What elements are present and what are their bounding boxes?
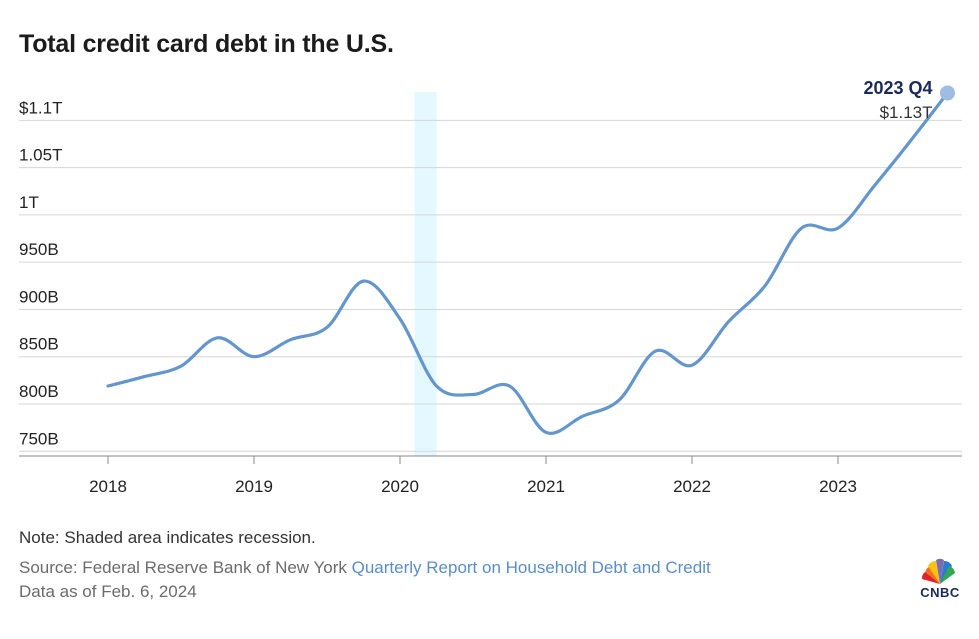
cnbc-peacock-icon — [921, 558, 955, 584]
annotation-label: 2023 Q4 — [863, 78, 932, 98]
footer-as-of: Data as of Feb. 6, 2024 — [19, 582, 197, 601]
y-tick-label: 1T — [19, 193, 39, 212]
x-axis: 2018 2019 2020 2021 2022 2023 — [19, 455, 962, 496]
x-tick-label: 2019 — [235, 477, 273, 496]
series-layer — [106, 91, 950, 435]
annotation-value: $1.13T — [880, 103, 933, 122]
footer-source: Source: Federal Reserve Bank of New York… — [19, 558, 711, 578]
x-tick-label: 2018 — [89, 477, 127, 496]
cnbc-logo-text: CNBC — [920, 585, 960, 600]
series-line — [106, 91, 950, 435]
y-tick-label: 800B — [19, 382, 59, 401]
grid-layer — [19, 119, 962, 452]
y-tick-label: 750B — [19, 429, 59, 448]
y-tick-label: 950B — [19, 240, 59, 259]
source-link[interactable]: Quarterly Report on Household Debt and C… — [351, 558, 711, 577]
y-tick-label: 900B — [19, 287, 59, 306]
x-tick-label: 2022 — [673, 477, 711, 496]
y-tick-label: $1.1T — [19, 98, 62, 117]
cnbc-logo: CNBC — [914, 557, 966, 605]
source-prefix: Source: Federal Reserve Bank of New York — [19, 558, 352, 577]
recession-band — [414, 92, 437, 456]
x-tick-label: 2020 — [381, 477, 419, 496]
y-axis-labels: 750B 800B 850B 900B 950B 1T 1.05T $1.1T — [19, 98, 62, 448]
endpoint-marker — [940, 85, 955, 101]
x-tick-label: 2021 — [527, 477, 565, 496]
footer-note: Note: Shaded area indicates recession. — [19, 528, 316, 547]
y-tick-label: 850B — [19, 335, 59, 354]
x-tick-label: 2023 — [819, 477, 857, 496]
annotation-layer: 2023 Q4 $1.13T — [863, 78, 955, 122]
recession-layer — [414, 92, 437, 456]
chart-title: Total credit card debt in the U.S. — [19, 30, 394, 58]
y-tick-label: 1.05T — [19, 146, 62, 165]
